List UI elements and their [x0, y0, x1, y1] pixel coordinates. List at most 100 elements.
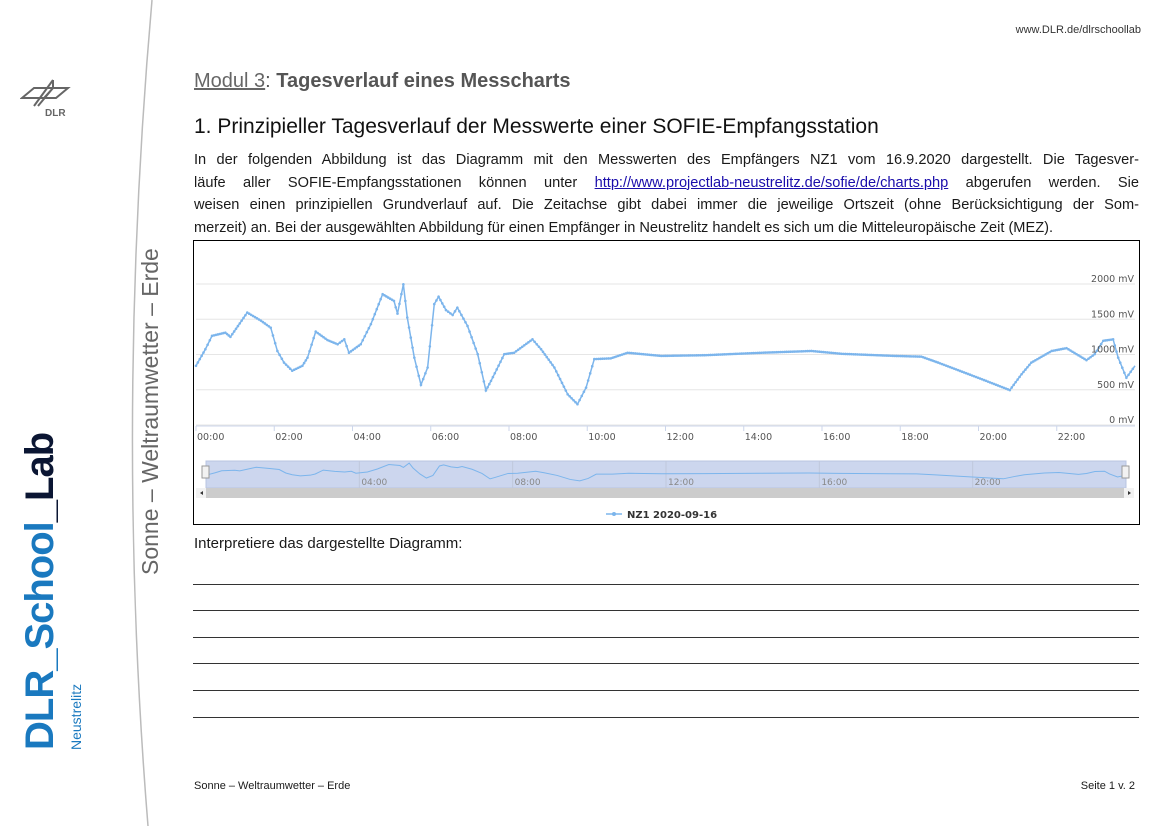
- data-point: [276, 349, 279, 353]
- data-point: [1036, 357, 1039, 361]
- data-point: [1014, 380, 1017, 384]
- data-point: [673, 354, 677, 357]
- data-point: [280, 357, 284, 361]
- x-tick-label: 06:00: [432, 432, 459, 443]
- answer-line-3[interactable]: [193, 637, 1139, 638]
- navigator-handle[interactable]: [1121, 465, 1130, 479]
- data-point: [828, 351, 831, 354]
- data-point: [667, 354, 671, 358]
- data-point: [566, 393, 569, 396]
- data-point: [867, 353, 871, 357]
- data-point: [962, 371, 966, 374]
- data-point: [974, 375, 978, 379]
- data-point: [653, 354, 657, 357]
- navigator-series: [205, 462, 1127, 482]
- data-point: [703, 353, 706, 357]
- data-point: [549, 361, 552, 364]
- scrollbar-thumb[interactable]: [206, 488, 1124, 498]
- data-point: [663, 354, 667, 358]
- data-point: [740, 352, 744, 355]
- answer-line-1[interactable]: [193, 584, 1139, 585]
- data-point: [746, 352, 749, 355]
- data-point: [810, 349, 813, 353]
- data-point: [371, 317, 375, 321]
- data-point: [724, 352, 728, 356]
- data-point: [385, 295, 388, 298]
- data-point: [251, 314, 255, 318]
- data-point: [699, 353, 702, 357]
- answer-line-4[interactable]: [193, 663, 1139, 664]
- data-point: [657, 354, 661, 358]
- data-point: [1107, 338, 1111, 342]
- data-point: [788, 350, 792, 354]
- data-point: [299, 365, 302, 369]
- data-point: [255, 317, 259, 320]
- data-point: [330, 340, 333, 344]
- data-point: [444, 308, 448, 312]
- data-point: [253, 315, 257, 319]
- data-point: [665, 354, 669, 358]
- answer-line-2[interactable]: [193, 610, 1139, 611]
- answer-line-5[interactable]: [193, 690, 1139, 691]
- data-point: [493, 371, 497, 375]
- data-point: [518, 346, 522, 350]
- data-point: [871, 353, 875, 357]
- data-point: [388, 297, 392, 300]
- data-point: [560, 381, 564, 385]
- data-point: [302, 361, 306, 365]
- data-point: [308, 349, 311, 353]
- data-point: [402, 283, 405, 286]
- data-point: [859, 353, 863, 356]
- data-point: [960, 370, 964, 374]
- measurement-chart: 00:00 02:00 04:00 06:00 08:00 10:00 12:00 14:00…: [194, 274, 1136, 521]
- data-point: [796, 350, 800, 353]
- data-point: [767, 351, 771, 354]
- data-point: [415, 365, 418, 369]
- data-point: [539, 347, 543, 351]
- data-point: [1131, 367, 1135, 371]
- data-point: [318, 333, 321, 336]
- scroll-right-icon: [1128, 491, 1131, 495]
- data-point: [875, 353, 879, 357]
- data-point: [512, 351, 516, 355]
- data-point: [814, 350, 817, 353]
- data-point: [236, 324, 240, 328]
- answer-line-6[interactable]: [193, 717, 1139, 718]
- header-url: www.DLR.de/dlrschoollab: [1015, 24, 1141, 36]
- data-point: [503, 352, 506, 356]
- data-point: [295, 367, 298, 371]
- school-lab-logo: DLR_School_Lab: [18, 433, 62, 750]
- data-point: [437, 295, 440, 298]
- data-point: [954, 368, 958, 371]
- data-point: [523, 343, 526, 347]
- data-point: [605, 357, 608, 360]
- navigator-handle[interactable]: [201, 465, 210, 479]
- dlr-logo-text: DLR: [45, 108, 66, 119]
- series-markers: [194, 283, 1135, 406]
- data-point: [1089, 355, 1092, 359]
- data-point: [695, 354, 699, 357]
- data-point: [373, 312, 377, 316]
- data-point: [846, 352, 849, 356]
- x-tick-label: 18:00: [901, 432, 928, 443]
- data-point: [697, 354, 701, 357]
- data-point: [1113, 344, 1117, 347]
- x-tick-label: 02:00: [275, 432, 302, 443]
- data-point: [794, 350, 798, 353]
- data-point: [208, 338, 212, 342]
- data-point: [564, 389, 568, 392]
- data-point: [495, 368, 499, 371]
- data-point: [474, 347, 477, 350]
- data-point: [328, 339, 331, 343]
- data-point: [771, 351, 775, 354]
- data-point: [204, 347, 207, 351]
- data-point: [460, 313, 463, 317]
- y-tick-label: 1000 mV: [1091, 345, 1134, 356]
- data-point: [424, 372, 427, 375]
- data-point: [834, 351, 837, 355]
- legend-item[interactable]: NZ1 2020-09-16: [606, 510, 717, 521]
- charts-link[interactable]: http://www.projectlab-neustrelitz.de/sof…: [594, 174, 949, 191]
- data-point: [301, 364, 304, 368]
- data-point: [830, 351, 833, 355]
- data-point: [904, 354, 908, 358]
